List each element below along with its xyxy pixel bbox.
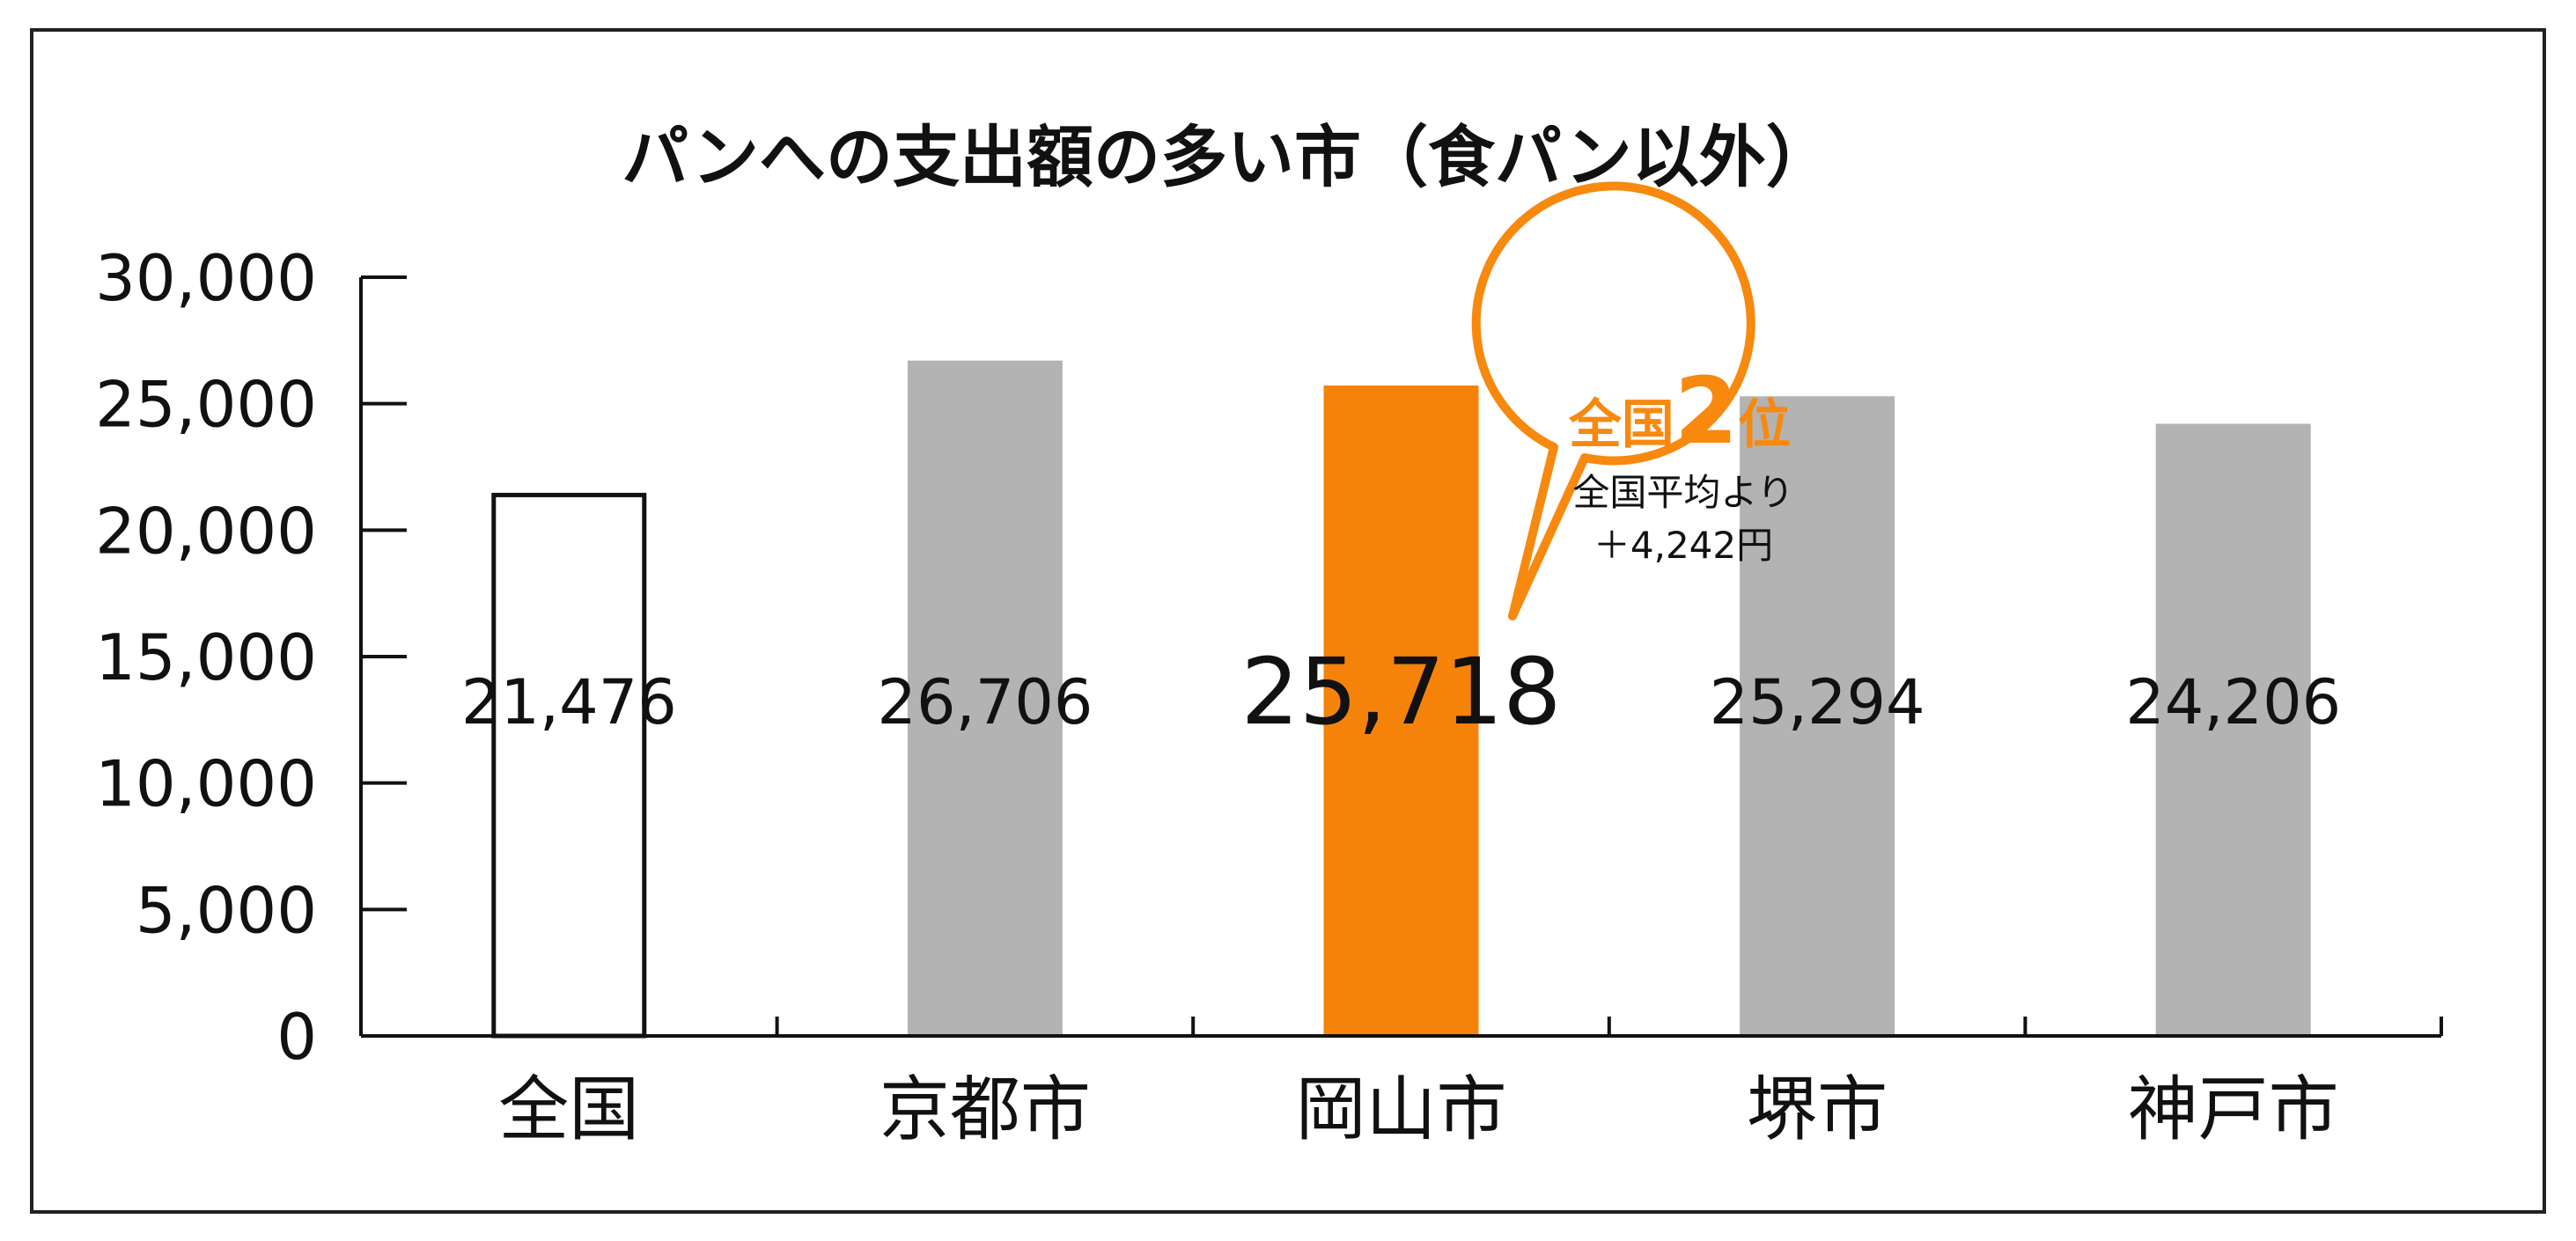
rank-callout: 全国2位 全国平均より ＋4,242円: [1471, 181, 1794, 620]
callout-line2: ＋4,242円: [1593, 524, 1773, 567]
bar-4: [1740, 396, 1895, 1036]
callout-rank-prefix: 全国: [1568, 394, 1674, 456]
data-label: 25,718: [1241, 638, 1562, 745]
x-tick-label: 全国: [498, 1068, 639, 1150]
y-tick-label: 10,000: [95, 747, 317, 821]
bars-layer: [491, 360, 2311, 1039]
chart-frame: [30, 28, 2546, 1214]
axis-layer: [359, 275, 2443, 1038]
callout-line1: 全国平均より: [1572, 471, 1793, 514]
y-tick-label: 20,000: [95, 494, 317, 568]
y-tick-label: 0: [276, 1000, 317, 1074]
y-tick-label: 5,000: [136, 873, 317, 947]
callout-rank: 全国2位: [1568, 357, 1791, 465]
x-tick-label: 京都市: [880, 1068, 1091, 1150]
data-label: 25,294: [1710, 666, 1925, 738]
callout-rank-suffix: 位: [1738, 394, 1791, 456]
y-tick-label: 30,000: [95, 241, 317, 315]
y-tick-label: 15,000: [95, 620, 317, 694]
x-tick-label: 堺市: [1747, 1068, 1888, 1150]
data-label: 21,476: [461, 666, 677, 738]
x-tick-label: 岡山市: [1296, 1068, 1507, 1150]
bar-2: [907, 360, 1063, 1037]
bar-3: [1323, 386, 1479, 1036]
callout-bubble: [1471, 181, 1755, 620]
y-tick-label: 25,000: [95, 368, 317, 442]
bar-5: [2155, 423, 2311, 1036]
x-tick-label: 神戸市: [2128, 1068, 2339, 1150]
data-label: 24,206: [2125, 666, 2341, 738]
data-label: 26,706: [877, 666, 1093, 738]
bar-1: [491, 492, 647, 1039]
chart-title: パンへの支出額の多い市（食パン以外）: [622, 118, 1833, 196]
callout-rank-number: 2: [1674, 357, 1738, 465]
